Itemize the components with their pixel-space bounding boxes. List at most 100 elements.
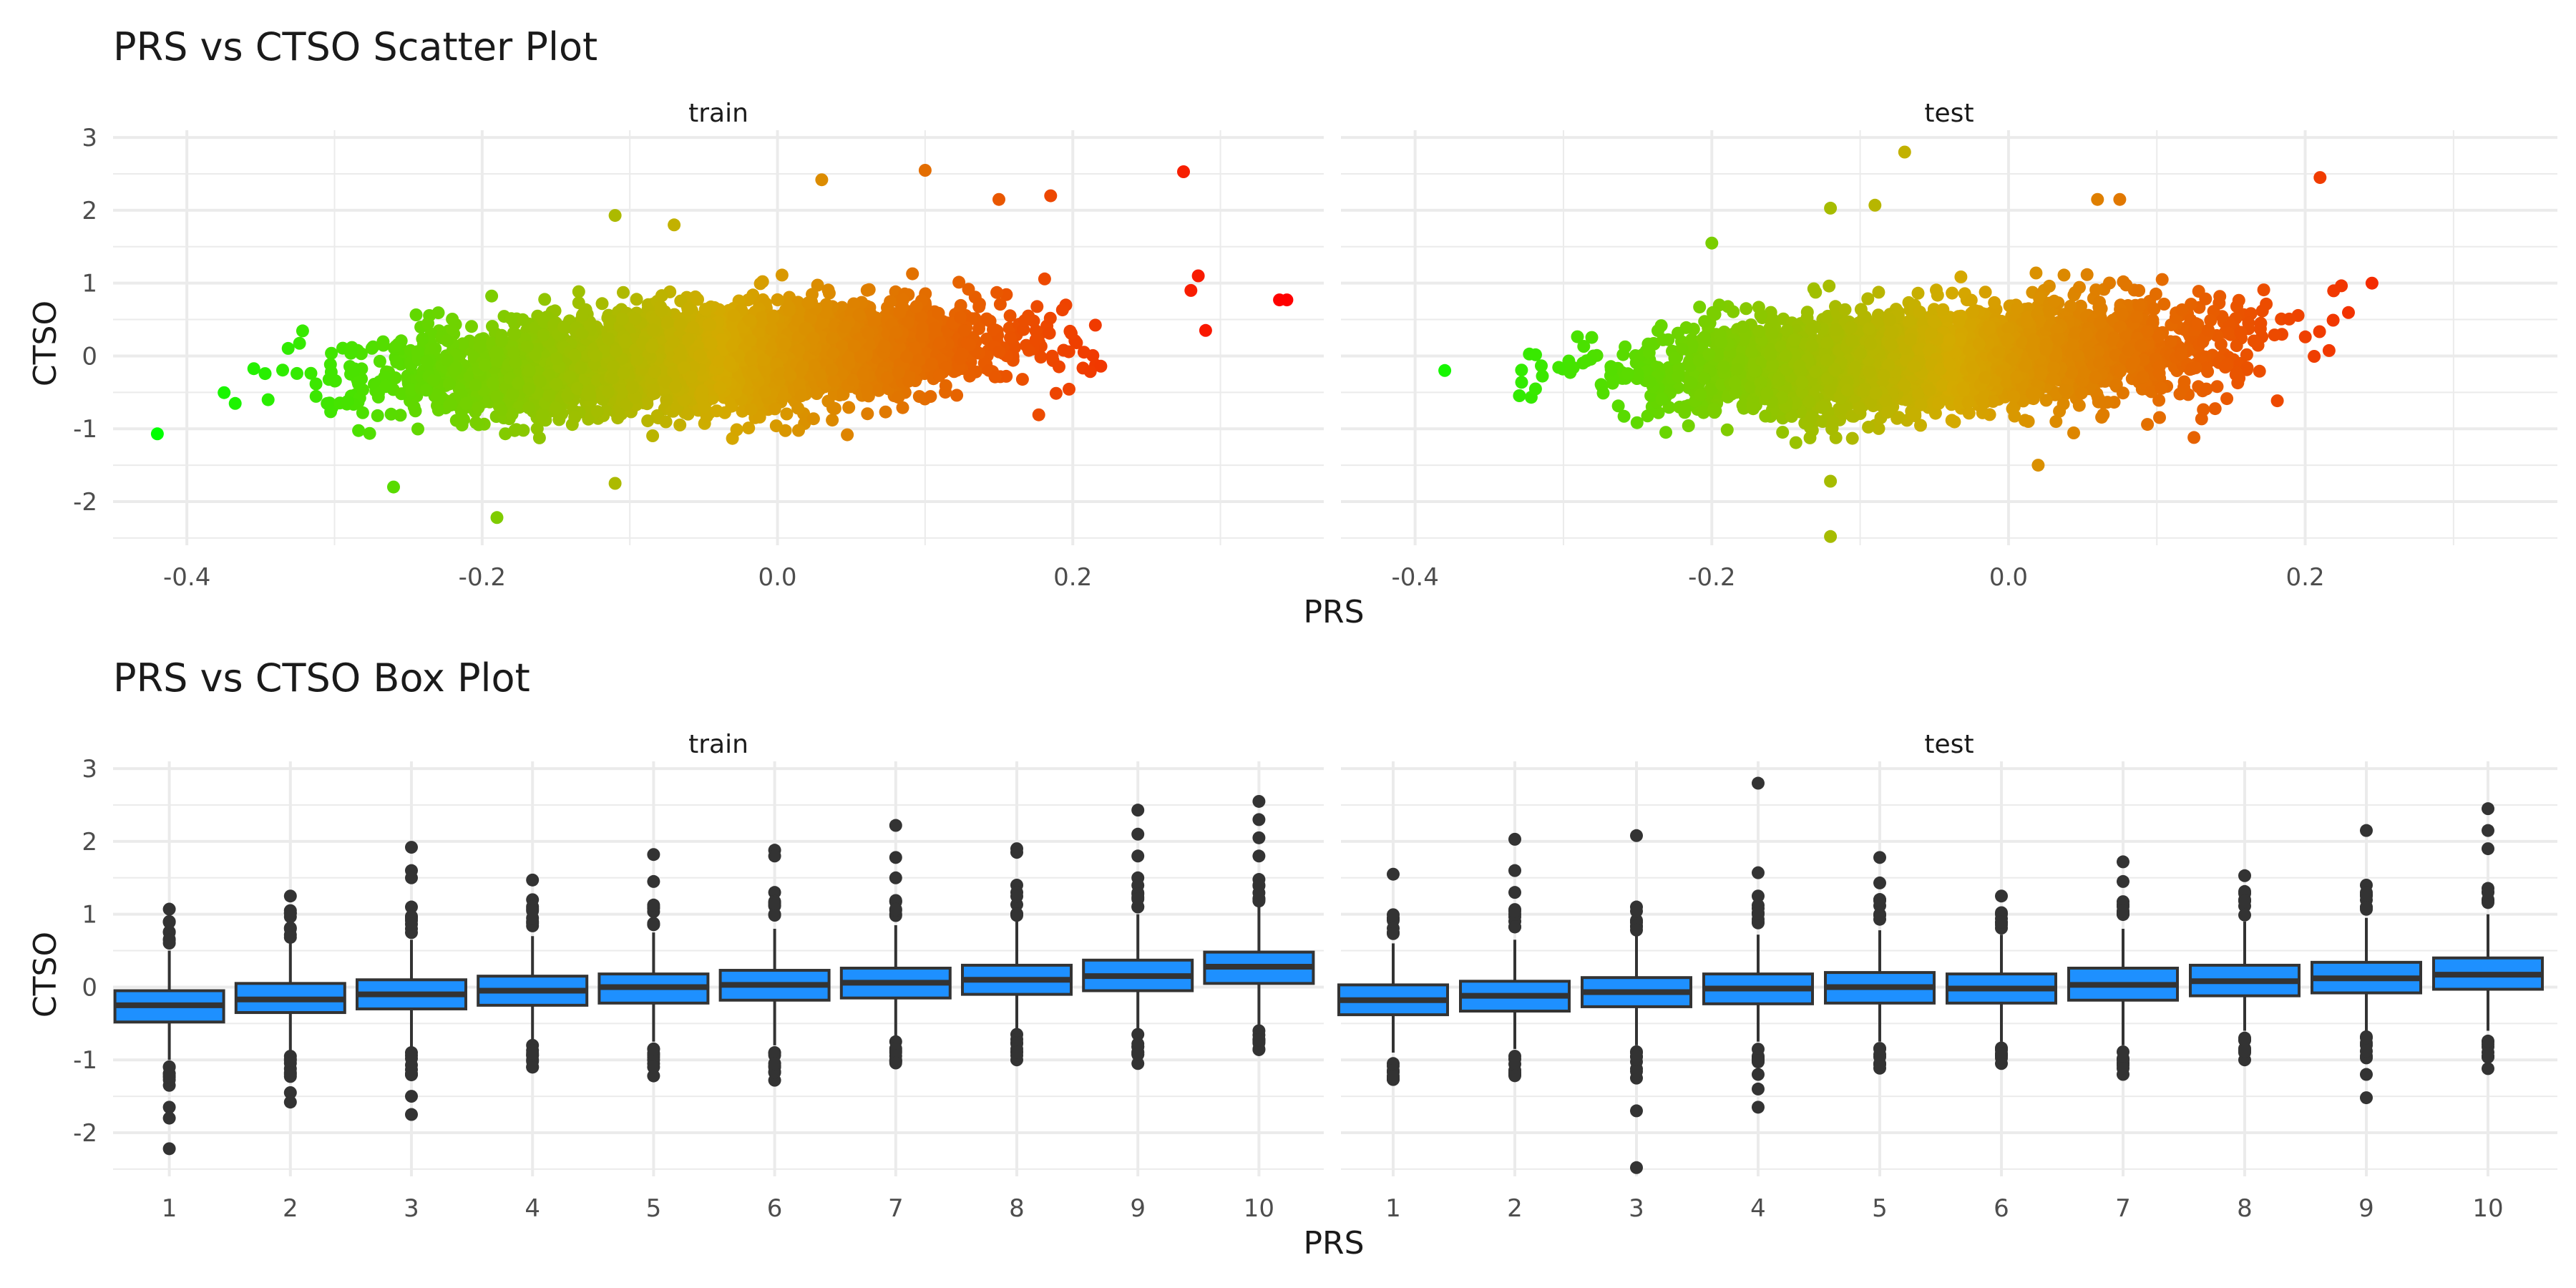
scatter-point <box>957 324 971 337</box>
scatter-point <box>354 347 368 361</box>
scatter-point <box>431 306 445 320</box>
scatter-point <box>516 313 530 326</box>
scatter-point <box>309 389 323 403</box>
scatter-point <box>698 303 712 316</box>
scatter-point <box>744 353 758 366</box>
scatter-point <box>390 356 404 369</box>
scatter-point <box>704 337 718 351</box>
scatter-point <box>744 403 758 416</box>
scatter-point <box>371 409 384 422</box>
scatter-point <box>842 401 856 414</box>
scatter-point <box>963 369 977 383</box>
scatter-point <box>815 173 829 187</box>
scatter-point <box>807 359 821 373</box>
scatter-point <box>1029 333 1043 346</box>
scatter-point <box>681 407 695 421</box>
scatter-point <box>645 340 658 353</box>
scatter-point <box>952 275 966 289</box>
scatter-point <box>918 164 932 177</box>
scatter-point <box>992 192 1005 206</box>
scatter-point <box>879 405 892 419</box>
scatter-point <box>826 414 839 427</box>
scatter-point <box>590 349 602 363</box>
scatter-point <box>602 385 615 399</box>
scatter-point <box>768 402 781 416</box>
scatter-point <box>1053 360 1065 374</box>
scatter-point <box>641 414 655 428</box>
scatter-point <box>648 365 661 379</box>
scatter-point <box>504 312 518 326</box>
scatter-point <box>486 376 499 390</box>
scatter-point <box>928 321 942 335</box>
scatter-point <box>743 314 757 328</box>
scatter-point <box>469 416 483 429</box>
scatter-point <box>429 342 442 356</box>
scatter-point <box>363 426 376 440</box>
scatter-point <box>532 431 546 444</box>
scatter-point <box>1513 389 1526 402</box>
scatter-point <box>1022 343 1035 357</box>
scatter-point <box>726 339 738 353</box>
scatter-point <box>673 318 687 331</box>
scatter-point <box>1280 293 1294 307</box>
scatter-point <box>419 384 433 397</box>
scatter-point <box>1191 269 1205 283</box>
scatter-point <box>769 419 783 433</box>
scatter-point <box>758 385 771 399</box>
scatter-point <box>568 411 582 424</box>
scatter-point <box>743 334 757 347</box>
scatter-point <box>420 354 434 368</box>
scatter-point <box>993 298 1007 311</box>
scatter-point <box>1043 311 1057 325</box>
scatter-point <box>536 408 550 421</box>
scatter-point <box>806 331 820 345</box>
scatter-point <box>456 337 469 351</box>
scatter-point <box>698 400 711 414</box>
scatter-point <box>344 346 358 360</box>
scatter-point <box>356 406 369 419</box>
scatter-point <box>1049 386 1063 400</box>
scatter-point <box>730 423 743 436</box>
scatter-point <box>490 390 504 404</box>
scatter-point <box>884 295 897 308</box>
scatter-point <box>780 407 794 421</box>
scatter-point <box>625 380 639 394</box>
scatter-point <box>411 345 424 358</box>
scatter-point <box>900 350 914 364</box>
scatter-point <box>906 267 919 280</box>
scatter-point <box>659 415 673 429</box>
scatter-point <box>962 283 975 296</box>
scatter-point <box>459 396 473 410</box>
scatter-point <box>839 321 852 334</box>
scatter-point <box>771 293 784 307</box>
scatter-point <box>473 340 487 353</box>
scatter-point <box>472 401 485 414</box>
scatter-facet-label-test: test <box>1924 99 1974 128</box>
scatter-point <box>784 369 797 382</box>
scatter-point <box>972 297 986 311</box>
scatter-point <box>550 352 563 365</box>
scatter-point <box>590 405 604 419</box>
scatter-point <box>852 308 866 322</box>
scatter-point <box>1043 326 1056 340</box>
scatter-point <box>608 477 622 490</box>
scatter-point <box>416 332 429 346</box>
scatter-point <box>630 293 643 306</box>
scatter-point <box>655 304 668 318</box>
scatter-point <box>1038 272 1051 286</box>
scatter-point <box>1032 408 1045 421</box>
scatter-point <box>534 374 547 388</box>
scatter-point <box>522 401 535 414</box>
scatter-point <box>1177 165 1190 178</box>
scatter-point <box>576 308 589 322</box>
scatter-point <box>609 344 623 358</box>
scatter-point <box>892 366 905 379</box>
scatter-point <box>880 371 894 385</box>
scatter-point <box>1088 318 1102 332</box>
scatter-point <box>1065 326 1078 340</box>
scatter-point <box>1034 351 1048 364</box>
scatter-point <box>2049 415 2063 429</box>
scatter-point <box>522 364 536 377</box>
scatter-point <box>753 277 767 291</box>
scatter-point <box>389 339 403 353</box>
